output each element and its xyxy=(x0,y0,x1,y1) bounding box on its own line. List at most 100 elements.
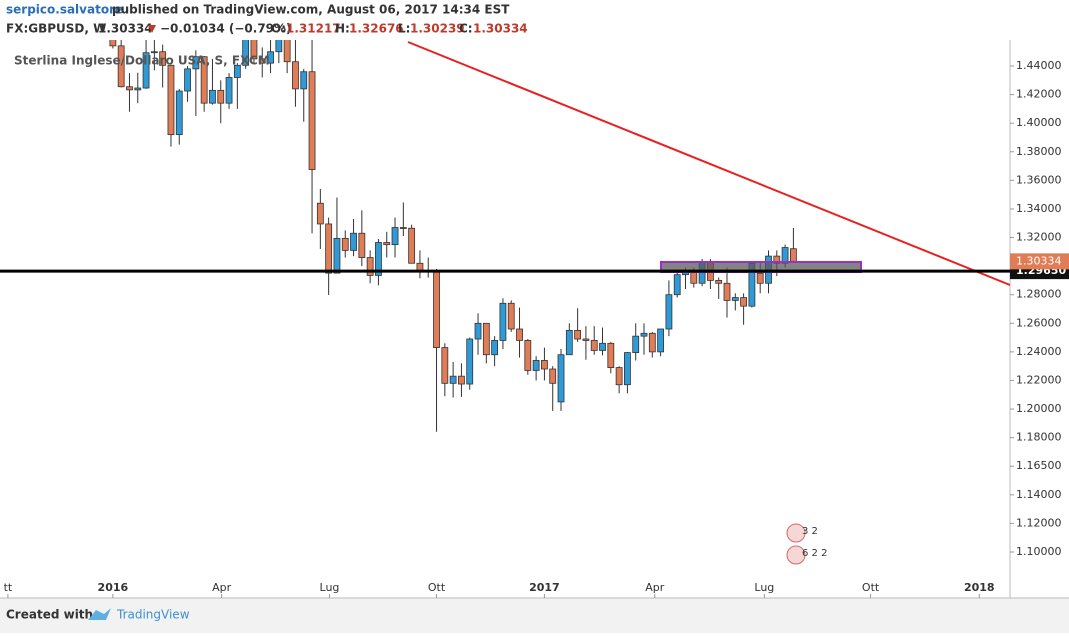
x-tick-label: Apr xyxy=(212,581,232,594)
candle-body xyxy=(789,248,797,262)
footer-created: Created with xyxy=(6,608,93,622)
candle-body xyxy=(441,347,449,384)
x-tick-label: Ott xyxy=(862,581,880,594)
event-label: 3 2 xyxy=(802,526,818,537)
trend-line xyxy=(407,41,1011,286)
candle-body xyxy=(524,340,532,371)
candle-body xyxy=(325,223,333,274)
candle-body xyxy=(665,294,673,330)
candle-body xyxy=(192,56,200,70)
candle-body xyxy=(731,297,739,301)
candle-body xyxy=(615,367,623,386)
change: −0.01034 (−0.79%) xyxy=(160,22,292,36)
candle-body xyxy=(184,68,191,92)
candle-body xyxy=(167,64,175,136)
last-price-label: 1.30334 xyxy=(1016,254,1062,267)
y-tick-label: 1.32000 xyxy=(1016,231,1062,244)
candle-body xyxy=(781,247,789,264)
y-tick-label: 1.38000 xyxy=(1016,145,1062,158)
candle-body xyxy=(582,338,590,341)
candle-body xyxy=(316,202,324,225)
l-label: L: xyxy=(398,22,410,36)
candle-body xyxy=(300,71,308,90)
y-tick-label: 1.18000 xyxy=(1016,431,1062,444)
author[interactable]: serpico.salvatore xyxy=(6,3,123,17)
x-tick-label: tt xyxy=(4,581,13,594)
event-label: 6 2 2 xyxy=(802,548,827,559)
plot-area xyxy=(109,40,797,432)
candle-body xyxy=(159,51,167,66)
candle-body xyxy=(383,242,391,246)
footer-bar xyxy=(0,598,1069,633)
y-tick-label: 1.26000 xyxy=(1016,316,1062,329)
candle-body xyxy=(458,375,465,385)
price: 1.30334 xyxy=(98,22,153,36)
y-tick-label: 1.44000 xyxy=(1016,59,1062,72)
candle-body xyxy=(142,52,150,89)
candle-body xyxy=(225,77,233,104)
candle-body xyxy=(756,272,764,284)
o-value: 1.31217 xyxy=(286,22,341,36)
x-tick-label: 2018 xyxy=(964,581,995,594)
candle-body xyxy=(474,322,482,340)
y-tick-label: 1.10000 xyxy=(1016,545,1062,558)
candle-body xyxy=(408,227,416,264)
y-tick-label: 1.24000 xyxy=(1016,345,1062,358)
candle-body xyxy=(565,330,573,356)
tv-logo xyxy=(88,608,111,620)
published: published on TradingView.com, August 06,… xyxy=(112,3,510,17)
y-tick-label: 1.20000 xyxy=(1016,402,1062,415)
x-tick-label: Apr xyxy=(645,581,665,594)
chart-title: Sterlina Inglese/Dollaro USA, S, FXCM xyxy=(14,54,270,68)
candle-body xyxy=(391,227,399,246)
candle-body xyxy=(267,51,274,64)
candle-body xyxy=(574,330,582,340)
candle-body xyxy=(607,342,615,368)
candle-body xyxy=(590,340,598,351)
candle-body xyxy=(175,90,183,136)
y-tick-label: 1.42000 xyxy=(1016,88,1062,101)
candle-body xyxy=(217,89,225,104)
y-tick-label: 1.28000 xyxy=(1016,288,1062,301)
candle-body xyxy=(358,232,366,258)
x-tick-label: 2017 xyxy=(529,581,560,594)
candle-body xyxy=(482,322,490,356)
candle-body xyxy=(449,375,457,384)
candle-body xyxy=(399,227,407,229)
y-tick-label: 1.34000 xyxy=(1016,202,1062,215)
y-tick-label: 1.16500 xyxy=(1016,459,1062,472)
h-value: 1.32676 xyxy=(349,22,404,36)
symbol: FX:GBPUSD, W xyxy=(6,22,106,36)
candle-body xyxy=(648,332,656,353)
y-tick-label: 1.22000 xyxy=(1016,373,1062,386)
candle-body xyxy=(134,87,142,91)
candle-body xyxy=(416,262,424,271)
y-tick-label: 1.12000 xyxy=(1016,516,1062,529)
candle-body xyxy=(632,335,640,353)
candle-body xyxy=(209,89,216,104)
candle-body xyxy=(657,328,665,353)
candle-body xyxy=(109,40,117,47)
candle-body xyxy=(491,340,499,356)
candle-body xyxy=(117,45,125,88)
candle-body xyxy=(200,56,208,104)
x-tick-label: Lug xyxy=(320,581,340,594)
candle-body xyxy=(507,302,515,330)
c-label: C: xyxy=(459,22,473,36)
candle-body xyxy=(723,282,731,301)
candle-body xyxy=(549,368,557,384)
candle-body xyxy=(640,332,648,337)
candle-body xyxy=(275,40,283,53)
o-label: O: xyxy=(271,22,286,36)
x-tick-label: Ott xyxy=(428,581,446,594)
candle-body xyxy=(624,352,631,386)
footer-brand[interactable]: TradingView xyxy=(116,608,190,622)
y-tick-label: 1.36000 xyxy=(1016,173,1062,186)
candle-body xyxy=(599,342,606,351)
candle-body xyxy=(499,302,507,341)
candle-body xyxy=(366,257,374,276)
candle-body xyxy=(250,40,258,60)
